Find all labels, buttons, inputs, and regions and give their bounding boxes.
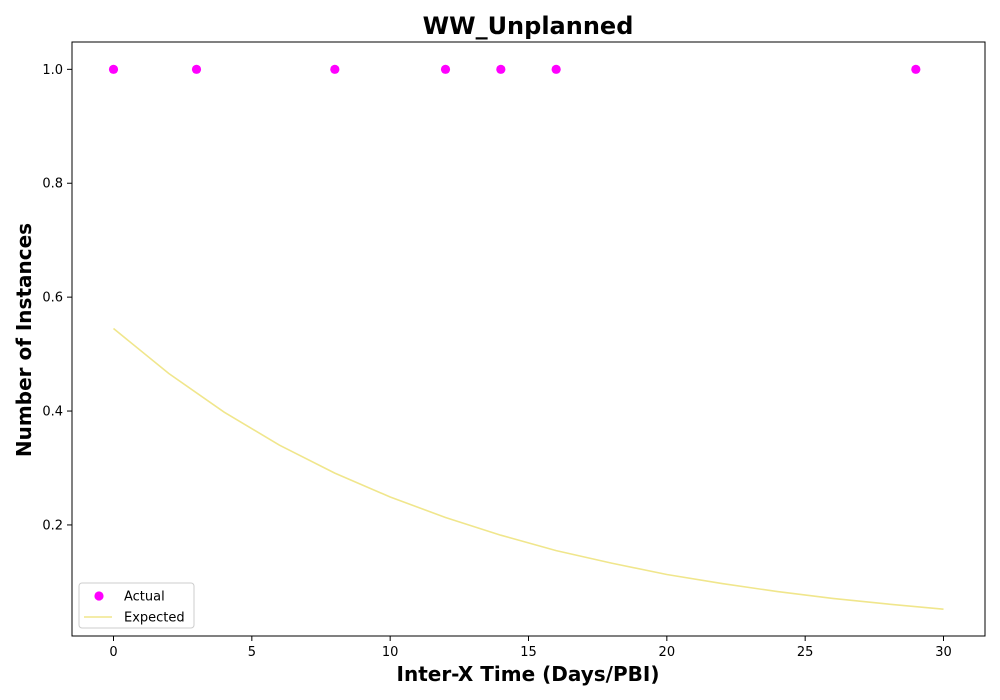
x-tick-label: 25 bbox=[797, 645, 814, 660]
x-tick-label: 20 bbox=[659, 645, 676, 660]
actual-point bbox=[551, 64, 561, 74]
x-tick-label: 15 bbox=[520, 645, 537, 660]
chart-title: WW_Unplanned bbox=[423, 12, 634, 40]
y-tick-label: 0.4 bbox=[42, 405, 63, 420]
legend-label: Actual bbox=[124, 590, 165, 605]
actual-point bbox=[911, 64, 921, 74]
axes-frame bbox=[71, 41, 986, 637]
legend: Actual Expected bbox=[78, 582, 195, 629]
actual-point bbox=[191, 64, 202, 74]
x-tick-label: 30 bbox=[935, 645, 952, 660]
y-tick-label: 0.2 bbox=[42, 518, 63, 533]
x-axis-title: Inter-X Time (Days/PBI) bbox=[397, 662, 660, 686]
plot-area: 0 5 10 15 20 25 30 0.2 0.4 0.6 0.8 1.0 bbox=[42, 41, 986, 660]
y-tick-label: 0.8 bbox=[42, 177, 63, 192]
expected-line bbox=[112, 327, 944, 610]
actual-point bbox=[496, 64, 506, 74]
x-tick-label: 0 bbox=[109, 645, 117, 660]
legend-actual-marker bbox=[94, 591, 104, 601]
x-tick-label: 10 bbox=[382, 645, 399, 660]
legend-label: Expected bbox=[124, 611, 185, 626]
actual-point bbox=[108, 64, 119, 74]
actual-point bbox=[330, 64, 340, 74]
y-axis-title: Number of Instances bbox=[12, 223, 36, 457]
y-tick-label: 0.6 bbox=[42, 291, 63, 306]
x-tick-label: 5 bbox=[248, 645, 256, 660]
actual-point bbox=[440, 64, 451, 74]
y-tick-label: 1.0 bbox=[42, 63, 63, 78]
